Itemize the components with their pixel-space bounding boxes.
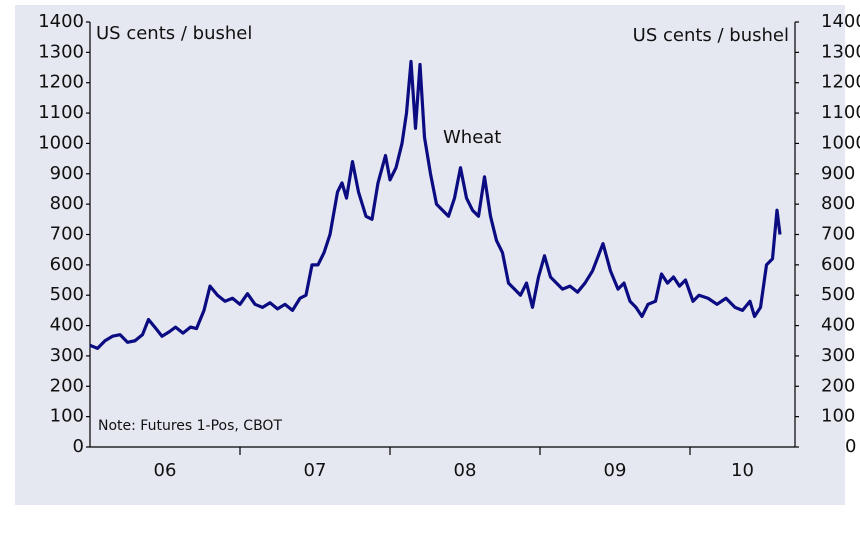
y-tick-label: 1400 <box>38 11 84 32</box>
x-tick-label: 10 <box>731 460 754 481</box>
y-tick-label: 400 <box>50 315 84 336</box>
y-tick-label: 500 <box>50 284 84 305</box>
y-tick-label: 300 <box>50 345 84 366</box>
y2-tick-label: 100 <box>821 406 855 427</box>
x-tick-label: 09 <box>604 460 627 481</box>
x-tick-label: 06 <box>154 460 177 481</box>
y-tick-label: 600 <box>50 254 84 275</box>
y-tick-label: 1000 <box>38 132 84 153</box>
y2-tick-label: 600 <box>821 254 855 275</box>
right-axis-label: US cents / bushel <box>633 25 789 46</box>
y2-tick-label: 300 <box>821 345 855 366</box>
y-tick-label: 700 <box>50 224 84 245</box>
y-tick-label: 0 <box>73 436 84 457</box>
y-tick-label: 1300 <box>38 41 84 62</box>
x-tick-label: 07 <box>304 460 327 481</box>
y2-tick-label: 800 <box>821 193 855 214</box>
annotation: Wheat <box>443 127 501 148</box>
y2-tick-label: 0 <box>845 436 856 457</box>
x-tick-label: 08 <box>454 460 477 481</box>
y2-tick-label: 1000 <box>821 132 860 153</box>
y-tick-label: 800 <box>50 193 84 214</box>
series-line <box>89 59 782 350</box>
y2-tick-label: 900 <box>821 163 855 184</box>
y-tick-label: 1100 <box>38 102 84 123</box>
note: Note: Futures 1-Pos, CBOT <box>98 418 282 434</box>
y-tick-label: 100 <box>50 406 84 427</box>
y2-tick-label: 1300 <box>821 41 860 62</box>
y2-tick-label: 1100 <box>821 102 860 123</box>
y-tick-label: 200 <box>50 375 84 396</box>
y2-tick-label: 500 <box>821 284 855 305</box>
y-tick-label: 900 <box>50 163 84 184</box>
y2-tick-label: 1200 <box>821 72 860 93</box>
left-axis-label: US cents / bushel <box>96 23 252 44</box>
y2-tick-label: 400 <box>821 315 855 336</box>
y2-tick-label: 700 <box>821 224 855 245</box>
chart-panel <box>15 5 845 505</box>
y2-tick-label: 200 <box>821 375 855 396</box>
y-tick-label: 1200 <box>38 72 84 93</box>
y2-tick-label: 1400 <box>821 11 860 32</box>
